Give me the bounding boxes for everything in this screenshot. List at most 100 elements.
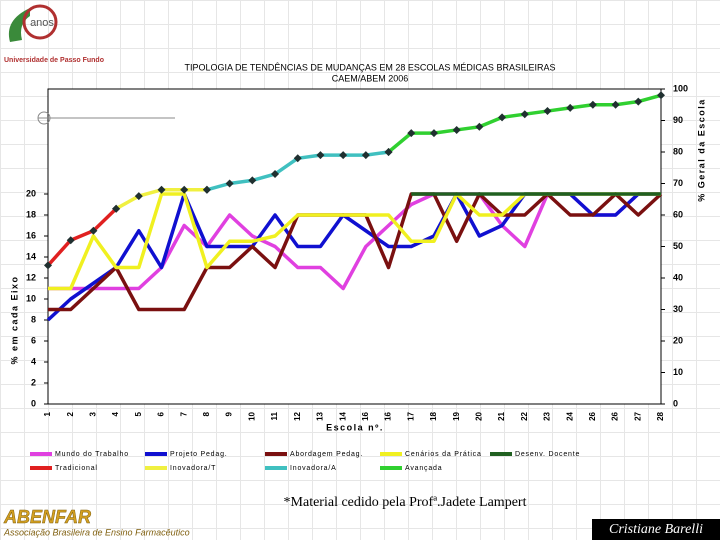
footer-note: *Material cedido pela Profª.Jadete Lampe… — [284, 495, 527, 510]
x-tick-label: 19 — [452, 411, 461, 420]
y-tick-label: 8 — [31, 314, 36, 324]
x-tick-label: 11 — [270, 411, 279, 420]
y2-tick-label: 90 — [673, 115, 683, 125]
marker — [316, 151, 325, 160]
y-tick-label: 6 — [31, 335, 36, 345]
y2-tick-label: 40 — [673, 272, 683, 282]
marker — [429, 129, 438, 138]
x-tick-label: 17 — [406, 411, 415, 420]
y-tick-label: 16 — [26, 230, 36, 240]
legend-label: Tradicional — [55, 465, 98, 472]
marker — [202, 185, 211, 194]
series-line — [46, 207, 118, 267]
org-name: Associação Brasileira de Ensino Farmacêu… — [3, 527, 190, 537]
marker — [407, 129, 416, 138]
y-tick-label: 18 — [26, 209, 36, 219]
y-tick-label: 20 — [26, 188, 36, 198]
marker — [339, 151, 348, 160]
org-logo: ABENFAR — [3, 507, 91, 527]
x-tick-label: 26 — [588, 411, 597, 420]
legend-label: Abordagem Pedag. — [290, 451, 363, 458]
x-tick-label: 21 — [497, 411, 506, 420]
marker — [475, 122, 484, 131]
x-tick-label: 6 — [157, 411, 166, 416]
marker — [157, 185, 166, 194]
x-tick-label: 7 — [179, 411, 188, 416]
y-tick-label: 12 — [26, 272, 36, 282]
chart-title: TIPOLOGIA DE TENDÊNCIAS DE MUDANÇAS EM 2… — [185, 62, 556, 72]
x-tick-label: 20 — [474, 411, 483, 420]
university: Universidade de Passo Fundo — [4, 57, 104, 64]
y2-tick-label: 10 — [673, 367, 683, 377]
marker — [452, 125, 461, 134]
y2-tick-label: 100 — [673, 83, 688, 93]
y-tick-label: 10 — [26, 293, 36, 303]
y2-tick-label: 20 — [673, 335, 683, 345]
x-tick-label: 5 — [134, 411, 143, 416]
marker — [134, 192, 143, 201]
chart-subtitle: CAEM/ABEM 2006 — [332, 73, 409, 83]
x-tick-label: 22 — [520, 411, 529, 420]
legend-label: Desenv. Docente — [515, 451, 580, 458]
author: Cristiane Barelli — [609, 522, 703, 537]
author-box — [592, 519, 720, 540]
marker — [611, 100, 620, 109]
x-tick-label: 24 — [565, 411, 574, 420]
marker — [44, 261, 52, 270]
marker — [566, 103, 575, 112]
marker — [89, 226, 98, 235]
marker — [112, 204, 121, 213]
marker — [588, 100, 597, 109]
marker — [634, 97, 643, 106]
x-axis-label: Escola nº. — [326, 422, 384, 432]
x-tick-label: 12 — [293, 411, 302, 420]
y-tick-label: 14 — [26, 251, 36, 261]
x-tick-label: 27 — [633, 411, 642, 420]
x-tick-label: 3 — [89, 411, 98, 416]
y2-tick-label: 30 — [673, 304, 683, 314]
legend-label: Projeto Pedag. — [170, 451, 228, 458]
x-tick-label: 18 — [429, 411, 438, 420]
marker — [66, 236, 75, 245]
x-tick-label: 16 — [361, 411, 370, 420]
x-tick-label: 8 — [202, 411, 211, 416]
marker — [520, 110, 529, 119]
x-tick-label: 26 — [611, 411, 620, 420]
legend-label: Mundo do Trabalho — [55, 451, 129, 458]
marker — [225, 179, 234, 188]
y2-tick-label: 50 — [673, 241, 683, 251]
y-axis-label: % em cada Eixo — [9, 275, 19, 364]
marker — [657, 91, 665, 100]
marker — [180, 185, 189, 194]
y-tick-label: 4 — [31, 356, 36, 366]
x-tick-label: 16 — [384, 411, 393, 420]
x-tick-label: 28 — [656, 411, 665, 420]
y2-tick-label: 70 — [673, 178, 683, 188]
marker — [248, 176, 257, 185]
x-tick-label: 1 — [43, 411, 52, 416]
logo-ring — [22, 4, 58, 40]
x-tick-label: 23 — [543, 411, 552, 420]
marker — [361, 151, 370, 160]
logo-text: anos — [30, 17, 54, 29]
y-tick-label: 0 — [31, 398, 36, 408]
marker — [293, 154, 302, 163]
marker — [543, 107, 552, 116]
x-tick-label: 4 — [111, 411, 120, 416]
y2-tick-label: 60 — [673, 209, 683, 219]
legend-label: Inovadora/A — [290, 465, 337, 472]
y2-tick-label: 0 — [673, 398, 678, 408]
y2-tick-label: 80 — [673, 146, 683, 156]
y-tick-label: 2 — [31, 377, 36, 387]
marker — [384, 148, 393, 156]
marker — [271, 170, 280, 179]
x-tick-label: 13 — [316, 411, 325, 420]
y2-axis-label: % Geral da Escola — [696, 98, 706, 202]
x-tick-label: 14 — [338, 411, 347, 420]
legend-label: Inovadora/T — [170, 465, 216, 472]
legend-label: Cenários da Prática — [405, 451, 482, 458]
x-tick-label: 2 — [66, 411, 75, 416]
x-tick-label: 9 — [225, 411, 234, 416]
